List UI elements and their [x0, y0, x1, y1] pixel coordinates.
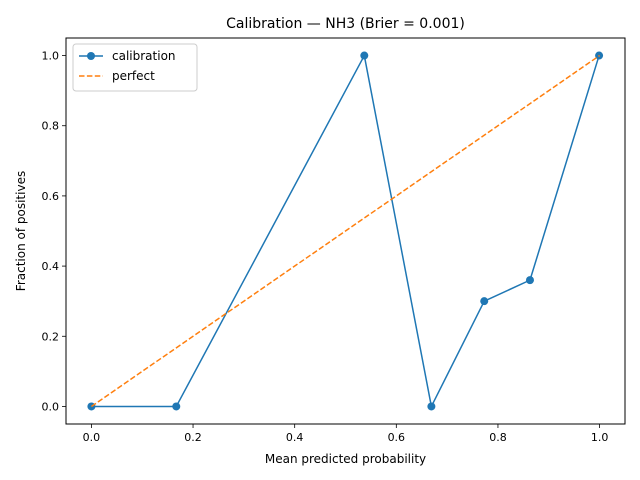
calibration-point: [172, 402, 181, 411]
calibration-point: [525, 276, 534, 285]
y-tick-label: 0.6: [42, 190, 60, 203]
y-tick-label: 1.0: [42, 50, 60, 63]
x-tick-label: 1.0: [591, 431, 609, 444]
y-axis-ticks: 0.0 0.2 0.4 0.6 0.8 1.0: [42, 50, 66, 413]
chart-title: Calibration — NH3 (Brier = 0.001): [226, 16, 465, 32]
x-tick-label: 0.8: [489, 431, 507, 444]
calibration-point: [427, 402, 436, 411]
legend-box: [72, 43, 198, 92]
y-tick-label: 0.4: [42, 260, 60, 273]
legend-marker: [87, 52, 95, 60]
x-tick-label: 0.0: [83, 431, 101, 444]
axes-frame: [65, 37, 626, 425]
x-tick-label: 0.6: [388, 431, 406, 444]
calibration-point: [480, 297, 489, 306]
calibration-point: [360, 51, 369, 60]
y-tick-label: 0.0: [42, 400, 60, 413]
series-calibration: [87, 51, 604, 411]
x-axis-label: Mean predicted probability: [265, 452, 426, 466]
x-tick-label: 0.2: [184, 431, 202, 444]
legend-label: perfect: [112, 69, 155, 83]
y-tick-label: 0.8: [42, 120, 60, 133]
legend: calibration perfect: [72, 43, 198, 92]
series-perfect: [90, 54, 601, 408]
perfect-line: [90, 54, 601, 408]
y-axis-label: Fraction of positives: [14, 171, 28, 291]
legend-item-perfect: perfect: [79, 69, 155, 83]
x-axis-ticks: 0.0 0.2 0.4 0.6 0.8 1.0: [83, 424, 609, 444]
plot-area: [87, 51, 604, 411]
legend-item-calibration: calibration: [79, 49, 176, 63]
x-tick-label: 0.4: [286, 431, 304, 444]
legend-label: calibration: [112, 49, 176, 63]
y-tick-label: 0.2: [42, 330, 60, 343]
